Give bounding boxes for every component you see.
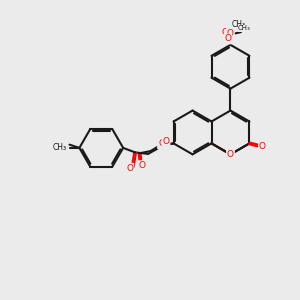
Text: O: O: [126, 164, 133, 173]
Text: O: O: [158, 140, 165, 148]
Text: CH₃: CH₃: [232, 20, 246, 28]
Text: O: O: [138, 161, 145, 170]
Text: O: O: [224, 34, 231, 43]
Text: O: O: [163, 137, 170, 146]
Text: O: O: [221, 28, 228, 37]
Text: CH₃: CH₃: [53, 143, 67, 152]
Text: O: O: [227, 150, 234, 159]
Text: O: O: [259, 142, 266, 151]
Text: CH₃: CH₃: [238, 26, 251, 32]
Text: O: O: [227, 29, 234, 38]
